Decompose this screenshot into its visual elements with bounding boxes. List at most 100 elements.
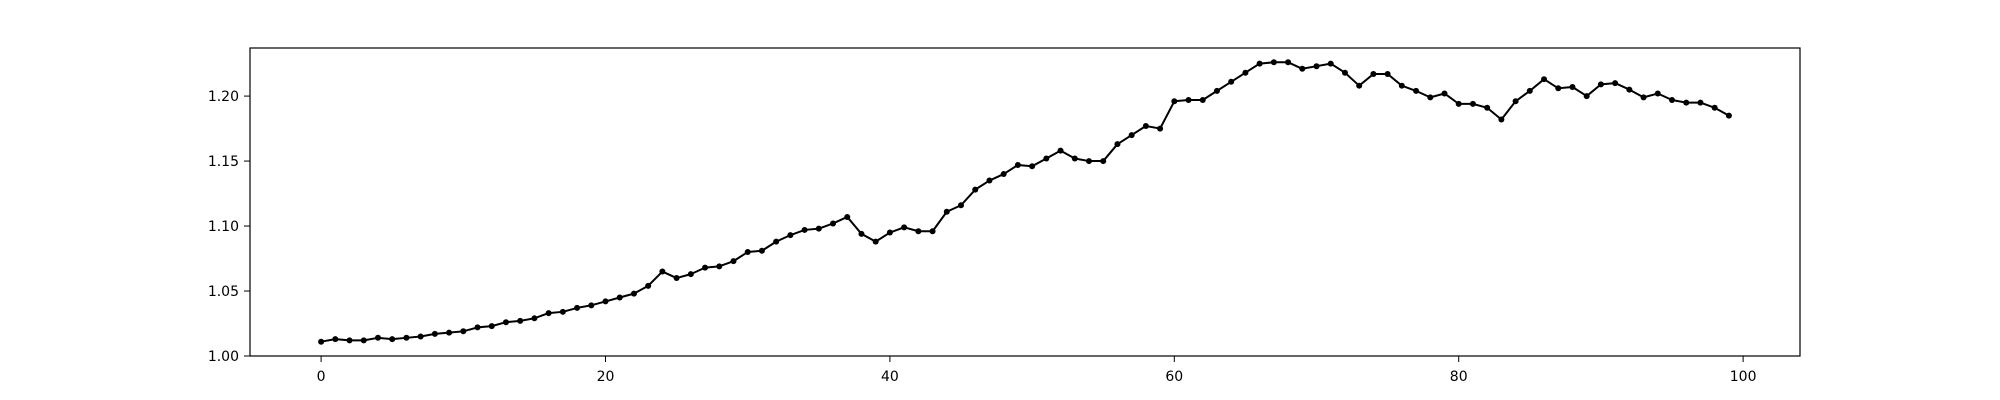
data-point xyxy=(346,337,353,344)
data-point xyxy=(1327,60,1334,67)
x-tick-label: 20 xyxy=(597,369,615,385)
y-tick-label: 1.20 xyxy=(208,89,239,105)
data-point xyxy=(1555,85,1562,92)
data-point xyxy=(958,202,965,209)
x-tick-label: 0 xyxy=(317,369,326,385)
data-point xyxy=(502,319,509,326)
data-point xyxy=(1725,112,1732,119)
data-point xyxy=(559,308,566,315)
data-point xyxy=(1669,96,1676,103)
data-point xyxy=(815,225,822,232)
x-tick-label: 40 xyxy=(881,369,899,385)
y-tick-label: 1.00 xyxy=(208,349,239,365)
data-point xyxy=(872,238,879,245)
data-point xyxy=(1398,82,1405,89)
plot-background xyxy=(250,48,1800,356)
data-point xyxy=(403,334,410,341)
data-point xyxy=(730,258,737,265)
data-point xyxy=(1128,132,1135,139)
data-point xyxy=(389,336,396,343)
data-point xyxy=(943,208,950,215)
y-tick-label: 1.15 xyxy=(208,154,239,170)
data-point xyxy=(1114,141,1121,148)
data-point xyxy=(1384,70,1391,77)
x-tick-label: 60 xyxy=(1165,369,1183,385)
data-point xyxy=(844,213,851,220)
data-point xyxy=(1711,104,1718,111)
data-point xyxy=(1626,86,1633,93)
data-point xyxy=(1000,171,1007,178)
data-point xyxy=(716,263,723,270)
data-point xyxy=(474,324,481,331)
data-point xyxy=(374,334,381,341)
data-point xyxy=(1697,99,1704,106)
data-point xyxy=(1313,63,1320,70)
data-point xyxy=(830,220,837,227)
data-point xyxy=(702,264,709,271)
data-point xyxy=(1427,94,1434,101)
data-point xyxy=(901,224,908,231)
data-point xyxy=(1085,158,1092,165)
series-line xyxy=(320,61,1730,343)
data-point xyxy=(545,310,552,317)
data-point xyxy=(431,330,438,337)
data-point xyxy=(1142,122,1149,129)
data-point xyxy=(1199,96,1206,103)
data-point xyxy=(1441,90,1448,97)
data-point xyxy=(360,337,367,344)
data-point xyxy=(929,228,936,235)
data-point xyxy=(886,229,893,236)
data-point xyxy=(1057,147,1064,154)
data-point xyxy=(1014,161,1021,168)
data-point xyxy=(1683,99,1690,106)
data-point xyxy=(1612,80,1619,87)
data-point xyxy=(1256,60,1263,67)
data-point xyxy=(1583,93,1590,100)
data-point xyxy=(1484,104,1491,111)
data-point xyxy=(446,329,453,336)
data-point xyxy=(1512,98,1519,105)
data-point xyxy=(972,186,979,193)
data-point xyxy=(1270,59,1277,66)
data-point xyxy=(915,228,922,235)
data-point xyxy=(773,238,780,245)
data-point xyxy=(1498,116,1505,123)
data-point xyxy=(1299,65,1306,72)
y-tick-label: 1.05 xyxy=(208,284,239,300)
data-point xyxy=(1569,83,1576,90)
data-point xyxy=(1455,100,1462,107)
data-point xyxy=(1597,81,1604,88)
data-point xyxy=(318,338,325,345)
data-point xyxy=(801,226,808,233)
data-point xyxy=(787,232,794,239)
data-point xyxy=(1370,70,1377,77)
data-point xyxy=(574,304,581,311)
data-point xyxy=(616,294,623,301)
data-point xyxy=(1469,100,1476,107)
data-point xyxy=(602,298,609,305)
data-point xyxy=(1071,155,1078,162)
data-point xyxy=(588,302,595,309)
data-point xyxy=(1341,69,1348,76)
data-point xyxy=(1043,155,1050,162)
x-tick-label: 80 xyxy=(1450,369,1468,385)
data-point xyxy=(1285,59,1292,66)
data-point xyxy=(1526,87,1533,94)
data-point xyxy=(1413,87,1420,94)
data-point xyxy=(645,282,652,289)
data-point xyxy=(488,323,495,330)
data-point xyxy=(659,268,666,275)
data-point xyxy=(460,328,467,335)
x-tick-label: 100 xyxy=(1730,369,1757,385)
y-tick-label: 1.10 xyxy=(208,219,239,235)
data-point xyxy=(1029,163,1036,170)
data-point xyxy=(630,290,637,297)
axis-ticks: 0 20 40 60 80 100 1.00 1.05 1.10 1.15 1.20 xyxy=(208,89,1757,385)
data-point xyxy=(1541,76,1548,83)
data-point xyxy=(1185,96,1192,103)
data-point xyxy=(1100,158,1107,165)
series-layer xyxy=(318,59,1732,345)
data-point xyxy=(332,336,339,343)
data-point xyxy=(687,271,694,278)
